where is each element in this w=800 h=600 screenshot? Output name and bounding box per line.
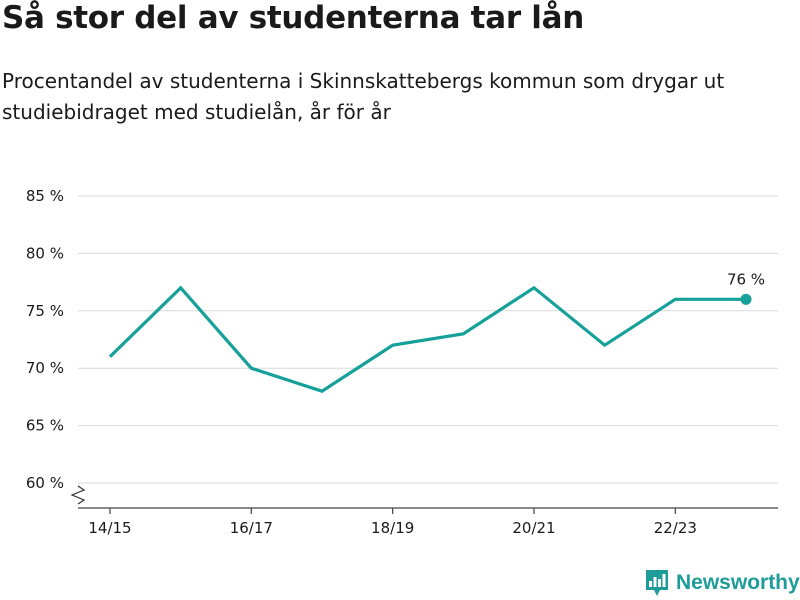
y-tick-label: 70 % (26, 359, 64, 377)
grid-lines (78, 195, 778, 484)
end-point (740, 293, 752, 305)
end-value-label: 76 % (727, 270, 765, 288)
brand-name: Newsworthy (676, 571, 800, 594)
y-tick-label: 75 % (26, 302, 64, 320)
series-layer (108, 285, 752, 393)
x-tick-label: 22/23 (654, 519, 697, 537)
y-tick-label: 85 % (26, 187, 64, 205)
y-tick-label: 65 % (26, 417, 64, 435)
labels-layer: 60 % 65 % 70 % 75 % 80 % 85 % 14/15 16/17 18/19 2… (26, 187, 765, 537)
series-line (108, 285, 746, 393)
y-tick-label: 60 % (26, 474, 64, 492)
x-tick-label: 18/19 (371, 519, 414, 537)
x-tick-label: 16/17 (230, 519, 273, 537)
brand-logo: Newsworthy (644, 568, 800, 598)
axis-break-icon (70, 485, 86, 505)
chart-subtitle: Procentandel av studenterna i Skinnskatt… (2, 69, 725, 124)
chart-title: Så stor del av studenterna tar lån (2, 0, 585, 36)
axes (70, 485, 778, 514)
x-tick-label: 14/15 (88, 519, 131, 537)
x-tick-label: 20/21 (512, 519, 555, 537)
y-tick-label: 80 % (26, 244, 64, 262)
newsworthy-logo-icon (646, 570, 668, 596)
